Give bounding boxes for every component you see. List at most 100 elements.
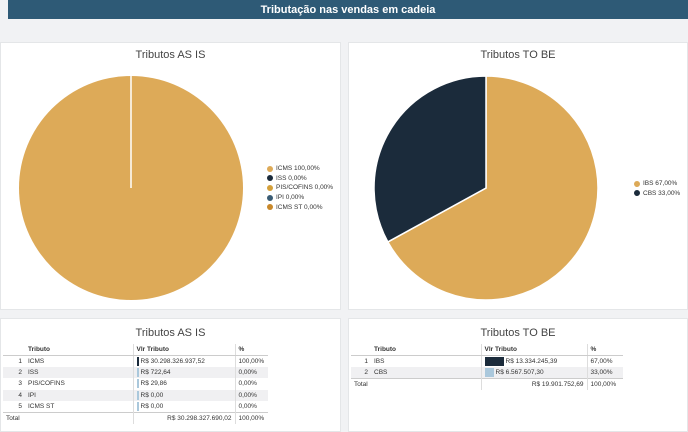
cell-tributo-text: ISS xyxy=(28,368,39,376)
total-label: Total xyxy=(3,411,25,424)
cell-vlr-tributo: R$ 6.567.507,30 xyxy=(480,366,587,379)
cell-tributo: PIS/COFINS xyxy=(25,378,133,389)
pie-title-as-is: Tributos AS IS xyxy=(135,49,206,61)
cell-vlr-tributo: R$ 30.298.326.937,52 xyxy=(132,355,235,367)
cell-tributo: ICMS xyxy=(25,355,133,366)
col-pct[interactable]: % xyxy=(234,344,268,356)
cell-vlr-text: R$ 722,64 xyxy=(140,369,171,377)
data-bar xyxy=(136,390,139,400)
table-row[interactable]: 2 ISS R$ 722,64 0,00% xyxy=(3,366,268,379)
table-row[interactable]: 1 ICMS R$ 30.298.326.937,52 100,00% xyxy=(3,355,268,367)
data-bar xyxy=(136,401,139,411)
table-to-be: Tributo Vlr Tributo % 1 IBS R$ 13.334.245,… xyxy=(351,344,623,390)
cell-tributo-text: ICMS ST xyxy=(28,402,55,410)
cell-pct: 0,00% xyxy=(234,378,268,390)
table-total-row: Total R$ 30.298.327.690,02 100,00% xyxy=(3,411,268,424)
col-vlr-tributo[interactable]: Vlr Tributo xyxy=(132,344,235,356)
legend-swatch xyxy=(267,184,273,191)
table-header-row: Tributo Vlr Tributo % xyxy=(3,344,268,356)
legend-label: IBS 67,00% xyxy=(643,180,678,188)
table-title-as-is: Tributos AS IS xyxy=(135,327,206,339)
report-title: Tributação nas vendas em cadeia xyxy=(260,3,436,16)
row-index: 3 xyxy=(3,378,25,389)
data-bar xyxy=(136,356,139,366)
cell-vlr-tributo: R$ 13.334.245,39 xyxy=(480,355,587,367)
legend-item[interactable]: CBS 33,00% xyxy=(634,189,680,199)
total-vlr: R$ 19.901.752,69 xyxy=(480,377,587,390)
legend-item[interactable]: IPI 0,00% xyxy=(267,193,333,203)
row-index-text: 1 xyxy=(364,357,368,365)
row-index: 1 xyxy=(351,355,371,366)
legend-label: CBS 33,00% xyxy=(643,189,681,197)
table-panel-to-be: Tributos TO BE Tributo Vlr Tributo % 1 IB… xyxy=(348,318,688,432)
cell-vlr-text: R$ 29,86 xyxy=(140,380,167,388)
legend-swatch xyxy=(267,194,273,201)
row-index-text: 1 xyxy=(18,357,22,365)
row-index-text: 4 xyxy=(18,391,22,399)
table-row[interactable]: 4 IPI R$ 0,00 0,00% xyxy=(3,389,268,401)
cell-pct-text: 33,00% xyxy=(590,368,613,376)
cell-pct-text: 67,00% xyxy=(590,357,613,365)
row-index: 2 xyxy=(351,366,371,379)
total-label: Total xyxy=(351,377,371,390)
total-pct: 100,00% xyxy=(234,411,268,424)
legend-label: ICMS 100,00% xyxy=(276,165,320,173)
cell-vlr-tributo: R$ 0,00 xyxy=(132,400,235,413)
table-row[interactable]: 1 IBS R$ 13.334.245,39 67,00% xyxy=(351,355,623,367)
cell-pct-text: 100,00% xyxy=(238,357,265,365)
pie-panel-as-is: Tributos AS IS ICMS 100,00% ISS 0,00% PIS/… xyxy=(0,42,341,310)
table-body-to-be: 1 IBS R$ 13.334.245,39 67,00% 2 CBS R$ 6.567.5… xyxy=(351,355,623,379)
cell-tributo-text: CBS xyxy=(374,368,388,376)
table-body-as-is: 1 ICMS R$ 30.298.326.937,52 100,00% 2 ISS R$ 7… xyxy=(3,355,268,413)
cell-tributo: ISS xyxy=(25,366,133,379)
legend-item[interactable]: ICMS ST 0,00% xyxy=(267,202,333,212)
cell-pct: 0,00% xyxy=(234,366,268,379)
cell-vlr-text: R$ 0,00 xyxy=(140,403,164,411)
cell-tributo-text: ICMS xyxy=(28,357,45,365)
col-tributo[interactable]: Tributo xyxy=(371,344,481,356)
cell-vlr-tributo: R$ 0,00 xyxy=(132,389,235,401)
table-row[interactable]: 2 CBS R$ 6.567.507,30 33,00% xyxy=(351,366,623,379)
pie-chart-as-is[interactable] xyxy=(1,43,342,311)
cell-pct: 100,00% xyxy=(234,355,268,367)
table-header-row: Tributo Vlr Tributo % xyxy=(351,344,623,356)
legend-item[interactable]: PIS/COFINS 0,00% xyxy=(267,183,333,193)
cell-pct: 0,00% xyxy=(234,400,268,413)
legend-swatch xyxy=(267,165,273,172)
legend-label: IPI 0,00% xyxy=(276,194,305,202)
col-tributo[interactable]: Tributo xyxy=(25,344,133,356)
table-row[interactable]: 5 ICMS ST R$ 0,00 0,00% xyxy=(3,400,268,413)
legend-item[interactable]: ISS 0,00% xyxy=(267,174,333,184)
row-index-text: 3 xyxy=(18,380,22,388)
legend-as-is: ICMS 100,00% ISS 0,00% PIS/COFINS 0,00% IPI… xyxy=(267,164,333,212)
cell-pct: 0,00% xyxy=(234,389,268,401)
row-index-text: 2 xyxy=(364,368,368,376)
legend-swatch xyxy=(267,204,273,211)
pie-slice-cbs[interactable] xyxy=(373,75,487,243)
row-index: 4 xyxy=(3,389,25,401)
cell-pct: 67,00% xyxy=(586,355,623,367)
table-row[interactable]: 3 PIS/COFINS R$ 29,86 0,00% xyxy=(3,378,268,390)
row-index: 2 xyxy=(3,366,25,379)
cell-vlr-tributo: R$ 29,86 xyxy=(132,378,235,390)
legend-swatch xyxy=(634,180,640,187)
cell-pct-text: 0,00% xyxy=(238,391,257,399)
row-index: 1 xyxy=(3,355,25,366)
row-index-text: 2 xyxy=(18,368,22,376)
cell-vlr-text: R$ 13.334.245,39 xyxy=(505,358,558,366)
table-panel-as-is: Tributos AS IS Tributo Vlr Tributo % 1 IC… xyxy=(0,318,341,432)
cell-tributo-text: IBS xyxy=(374,357,385,365)
pie-chart-to-be[interactable] xyxy=(349,43,688,311)
cell-tributo: CBS xyxy=(371,366,481,379)
data-bar xyxy=(136,379,139,389)
cell-pct: 33,00% xyxy=(586,366,623,379)
col-vlr-tributo[interactable]: Vlr Tributo xyxy=(480,344,587,356)
legend-swatch xyxy=(267,175,273,182)
legend-item[interactable]: ICMS 100,00% xyxy=(267,164,333,174)
pie-slice-ibs[interactable] xyxy=(386,75,599,301)
cell-vlr-text: R$ 30.298.326.937,52 xyxy=(140,358,205,366)
col-pct[interactable]: % xyxy=(586,344,623,356)
legend-label: PIS/COFINS 0,00% xyxy=(276,184,334,192)
legend-item[interactable]: IBS 67,00% xyxy=(634,179,680,189)
row-index: 5 xyxy=(3,401,25,412)
